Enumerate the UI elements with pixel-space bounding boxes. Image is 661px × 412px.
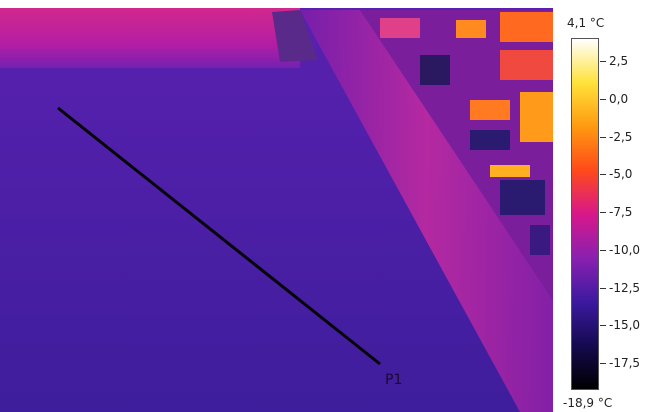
scale-tick (600, 98, 606, 100)
color-scale-bar (571, 38, 599, 390)
scale-tick-label: -17,5 (609, 356, 641, 370)
scale-tick (600, 136, 606, 138)
temperature-scale: 4,1 °C 2,5 0,0 -2,5 -5,0 -7,5 -10,0 -12,5 -15,0… (553, 0, 661, 412)
scale-tick-label: 0,0 (609, 91, 629, 106)
scale-tick (600, 249, 606, 251)
scale-tick (600, 287, 606, 289)
scale-tick-label: -12,5 (609, 280, 641, 295)
scale-min-label: -18,9 °C (563, 396, 613, 410)
scale-tick-label: -7,5 (609, 205, 633, 219)
scale-tick-label: 2,5 (609, 54, 629, 68)
scale-tick (600, 61, 606, 62)
scale-tick-label: -15,0 (609, 318, 641, 333)
line-label-p1: P1 (385, 372, 403, 388)
scale-tick (600, 363, 606, 364)
scale-tick-label: -10,0 (609, 242, 641, 257)
scale-tick (600, 325, 606, 327)
scale-tick (600, 212, 606, 213)
scale-tick-label: -2,5 (609, 129, 633, 144)
scale-tick-label: -5,0 (609, 167, 633, 182)
thermal-image (0, 0, 553, 412)
scale-max-label: 4,1 °C (567, 16, 605, 30)
scale-tick (600, 174, 606, 176)
